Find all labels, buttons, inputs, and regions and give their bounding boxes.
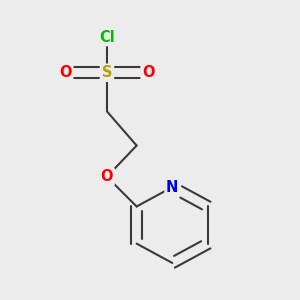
Text: O: O — [101, 169, 113, 184]
Text: Cl: Cl — [99, 30, 115, 45]
Text: O: O — [59, 65, 71, 80]
Text: N: N — [166, 180, 178, 195]
Text: S: S — [102, 65, 112, 80]
Text: O: O — [142, 65, 155, 80]
